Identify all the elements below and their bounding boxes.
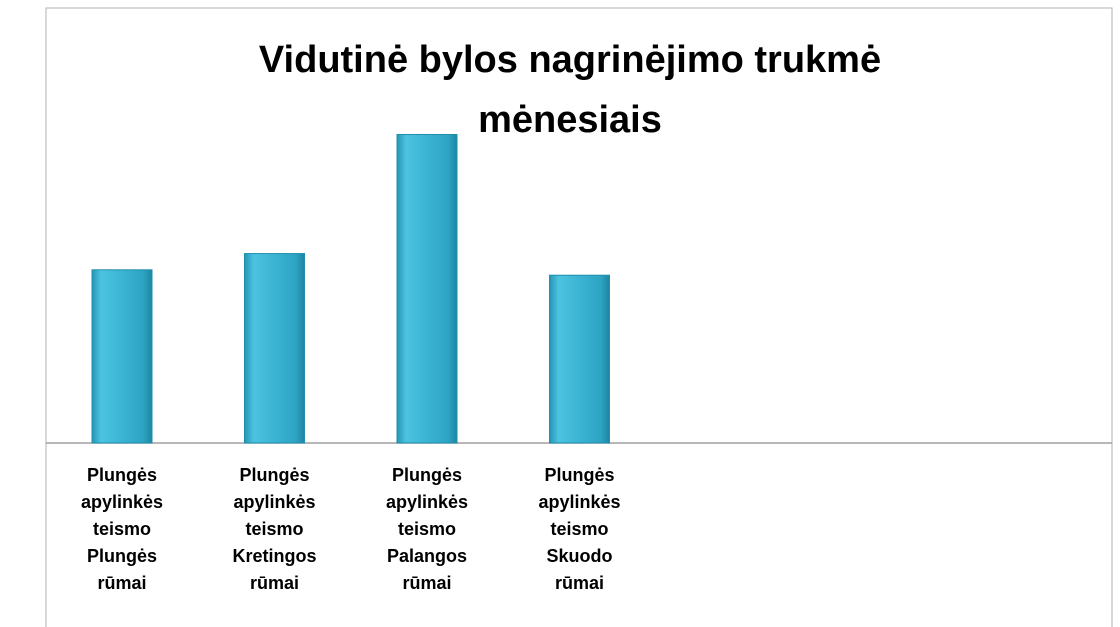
bar	[244, 253, 305, 444]
x-tick-label: Plungės apylinkės teismo Skuodo rūmai	[538, 465, 621, 593]
x-tick-label: Plungės apylinkės teismo Kretingos rūmai	[232, 465, 317, 593]
bar	[396, 133, 458, 444]
chart-title: Vidutinė bylos nagrinėjimo trukmė mėnesi…	[258, 39, 882, 141]
chart-frame	[45, 7, 1113, 627]
bar	[549, 274, 610, 444]
x-tick-label: Plungės apylinkės teismo Plungės rūmai	[80, 465, 164, 593]
bar	[91, 269, 153, 444]
x-tick-label: Plungės apylinkės teismo Palangos rūmai	[385, 465, 469, 593]
